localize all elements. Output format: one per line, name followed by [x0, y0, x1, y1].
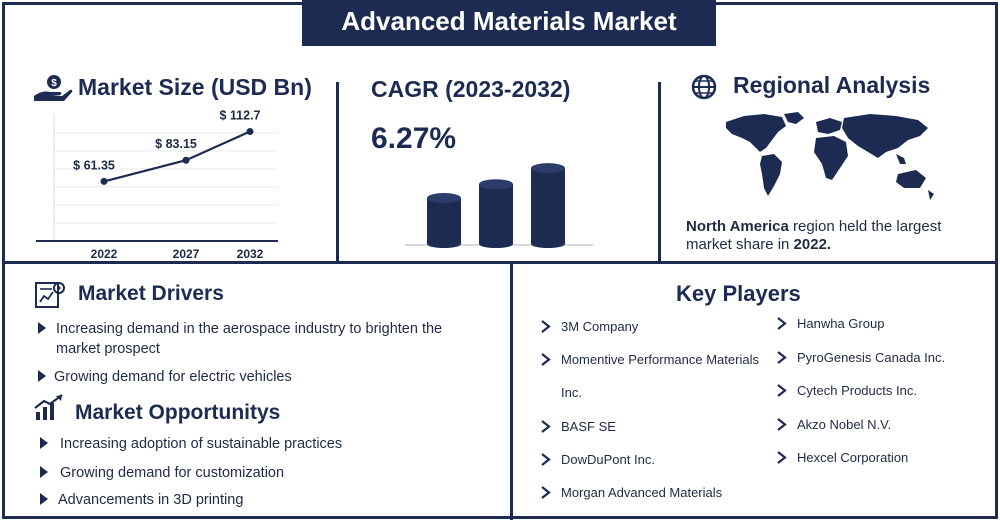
market-size-heading: Market Size (USD Bn): [78, 74, 312, 100]
bar-top: [479, 179, 513, 190]
svg-text:$: $: [51, 78, 57, 89]
bar-base: [427, 240, 461, 248]
divider-top-2: [658, 82, 661, 262]
key-player-item: Akzo Nobel N.V.: [777, 408, 977, 441]
divider-top-1: [336, 82, 339, 262]
x-tick-label: 2032: [237, 247, 264, 261]
data-label: $ 83.15: [155, 137, 197, 151]
list-item: Growing demand for electric vehicles: [36, 367, 476, 387]
data-label: $ 61.35: [73, 158, 115, 172]
bar: [427, 198, 461, 244]
arrow-bullet-icon: [541, 320, 551, 333]
triangle-bullet-icon: [40, 493, 48, 505]
key-players-heading: Key Players: [676, 281, 801, 306]
arrow-bullet-icon: [777, 351, 787, 364]
data-point: [246, 128, 254, 136]
triangle-bullet-icon: [40, 466, 48, 478]
triangle-bullet-icon: [38, 370, 46, 382]
divider-middle: [2, 261, 998, 264]
arrow-bullet-icon: [777, 451, 787, 464]
arrow-bullet-icon: [541, 353, 551, 366]
bar-top: [531, 163, 565, 174]
divider-bottom: [510, 262, 513, 520]
opportunities-list: Increasing adoption of sustainable pract…: [38, 434, 478, 510]
key-player-item: DowDuPont Inc.: [541, 443, 781, 476]
triangle-bullet-icon: [38, 322, 46, 334]
x-tick-label: 2022: [91, 247, 118, 261]
opportunity-text: Increasing adoption of sustainable pract…: [60, 436, 343, 452]
key-player-item: Hexcel Corporation: [777, 441, 977, 474]
bar-top: [427, 193, 461, 203]
arrow-bullet-icon: [541, 453, 551, 466]
arrow-bullet-icon: [777, 317, 787, 330]
bar-base: [531, 240, 565, 248]
key-player-item: 3M Company: [541, 310, 781, 343]
bar: [531, 168, 565, 244]
arrow-bullet-icon: [541, 420, 551, 433]
cagr-heading: CAGR (2023-2032): [371, 76, 571, 102]
regional-heading: Regional Analysis: [733, 72, 931, 98]
opportunity-text: Advancements in 3D printing: [58, 492, 244, 508]
arrow-bullet-icon: [541, 486, 551, 499]
key-player-item: Cytech Products Inc.: [777, 374, 977, 407]
regional-text-mid: region held the largest market share in: [686, 218, 942, 253]
driver-text: Growing demand for electric vehicles: [54, 369, 292, 385]
bar-base: [479, 240, 513, 248]
data-point: [100, 177, 108, 185]
list-item: Increasing adoption of sustainable pract…: [38, 434, 478, 454]
growth-arrow-icon: [32, 392, 68, 427]
cagr-value: 6.27%: [371, 122, 457, 155]
key-player-item: Hanwha Group: [777, 307, 977, 340]
regional-region: North America: [686, 218, 789, 235]
list-item: Advancements in 3D printing: [38, 490, 478, 510]
list-item: Growing demand for customization: [38, 463, 478, 483]
regional-year: 2022.: [793, 236, 832, 253]
triangle-bullet-icon: [40, 437, 48, 449]
data-label: $ 112.7: [219, 109, 260, 123]
bar: [479, 184, 513, 244]
drivers-list: Increasing demand in the aerospace indus…: [36, 319, 476, 387]
x-tick-label: 2027: [173, 247, 200, 261]
list-item: Increasing demand in the aerospace indus…: [36, 319, 476, 359]
key-player-item: Momentive Performance Materials Inc.: [541, 343, 766, 409]
drivers-heading: Market Drivers: [78, 282, 224, 305]
arrow-bullet-icon: [777, 418, 787, 431]
regional-summary: North America region held the largest ma…: [686, 218, 986, 254]
cagr-bar-graphic: [405, 163, 593, 248]
opportunity-text: Growing demand for customization: [60, 465, 285, 481]
arrow-bullet-icon: [777, 384, 787, 397]
chart-board-icon: [34, 280, 66, 315]
data-point: [182, 156, 190, 164]
key-player-item: Morgan Advanced Materials: [541, 476, 781, 509]
world-map-icon: [726, 112, 934, 200]
money-hand-icon: $: [32, 74, 74, 109]
market-size-chart: $ 61.35 $ 83.15 $ 112.7 2022 2027 2032: [36, 109, 278, 261]
page-title: Advanced Materials Market: [302, 0, 716, 46]
opportunities-heading: Market Opportunitys: [75, 401, 281, 424]
key-player-item: PyroGenesis Canada Inc.: [777, 341, 977, 374]
globe-icon: [690, 73, 718, 106]
key-player-item: BASF SE: [541, 410, 781, 443]
driver-text: Increasing demand in the aerospace indus…: [56, 321, 443, 357]
